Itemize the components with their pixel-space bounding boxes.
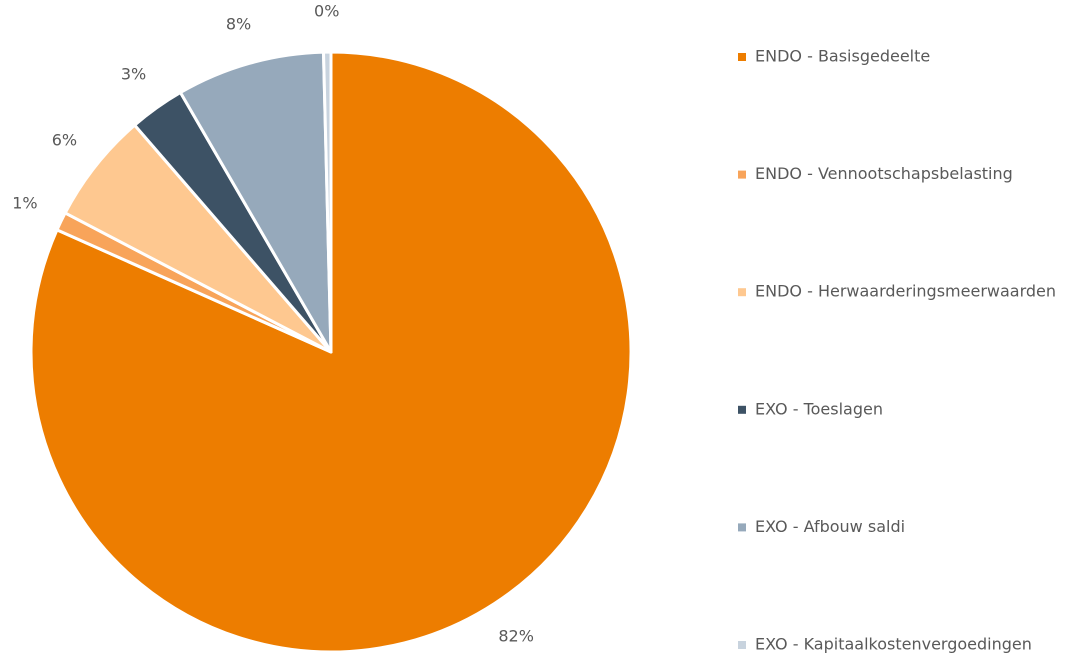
pie-slice [178, 50, 333, 354]
legend-label: EXO - Kapitaalkostenvergoedingen [755, 635, 1032, 654]
legend-label: EXO - Afbouw saldi [755, 517, 905, 536]
legend-marker [738, 53, 746, 61]
data-label: 3% [121, 65, 146, 84]
legend-marker [738, 405, 746, 414]
pie-slice [321, 50, 333, 354]
data-label: 6% [52, 130, 77, 149]
legend-marker [738, 170, 746, 179]
legend-marker [738, 523, 746, 532]
legend-label: EXO - Toeslagen [755, 399, 883, 418]
data-label: 0% [314, 2, 339, 21]
legend-marker [738, 641, 746, 649]
data-label: 1% [12, 193, 37, 212]
legend-marker [738, 288, 746, 297]
legend-label: ENDO - Basisgedeelte [755, 47, 930, 66]
legend-label: ENDO - Vennootschapsbelasting [755, 164, 1013, 183]
legend-label: ENDO - Herwaarderingsmeerwaarden [755, 282, 1056, 301]
data-label: 82% [498, 627, 534, 646]
data-label: 8% [226, 14, 251, 33]
